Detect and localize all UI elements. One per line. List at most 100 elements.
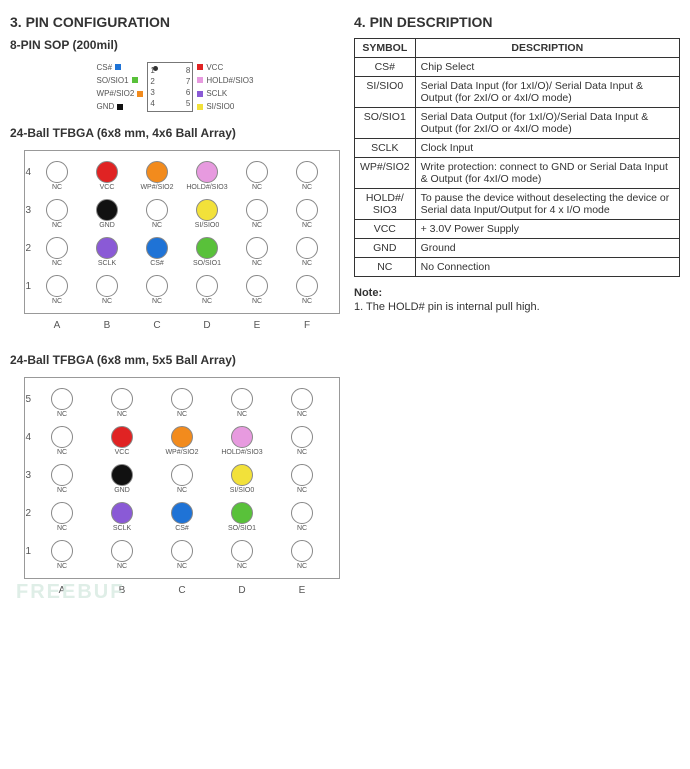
ball-label: NC (202, 298, 212, 305)
table-row: SO/SIO1Serial Data Output (for 1xI/O)/Se… (355, 108, 680, 139)
ball-icon (96, 199, 118, 221)
ball-icon (96, 161, 118, 183)
bga-ball: NC (33, 237, 81, 267)
bga-ball: NC (33, 161, 81, 191)
bga-ball: NC (273, 502, 331, 532)
ball-icon (146, 275, 168, 297)
sop-pin-number: 4 (150, 99, 154, 108)
bga-ball: NC (33, 275, 81, 305)
bga-ball: CS# (133, 237, 181, 267)
cell-desc: + 3.0V Power Supply (415, 220, 679, 239)
ball-icon (196, 199, 218, 221)
bga-ball: NC (33, 540, 91, 570)
bga-col-label: C (132, 320, 182, 331)
bga-row-label: 2 (21, 508, 31, 519)
ball-label: NC (57, 525, 67, 532)
bga-ball: NC (153, 388, 211, 418)
sop-pin-label: SO/SIO1 (97, 76, 129, 85)
section-title-pinconfig: 3. PIN CONFIGURATION (10, 14, 340, 30)
sop-pin-label: SI/SIO0 (206, 102, 234, 111)
bga-row-label: 2 (21, 243, 31, 254)
ball-icon (231, 540, 253, 562)
ball-label: NC (52, 298, 62, 305)
pin-color-icon (115, 64, 121, 70)
note-body: 1. The HOLD# pin is internal pull high. (354, 301, 680, 313)
ball-label: NC (297, 563, 307, 570)
table-row: HOLD#/SIO3To pause the device without de… (355, 189, 680, 220)
sop-pin-label: CS# (97, 63, 113, 72)
ball-label: NC (252, 298, 262, 305)
bga-ball: NC (273, 388, 331, 418)
cell-desc: To pause the device without deselecting … (415, 189, 679, 220)
ball-icon (231, 502, 253, 524)
ball-label: SI/SIO0 (230, 487, 255, 494)
sop-pin-label: VCC (206, 63, 223, 72)
bga-ball: NC (283, 161, 331, 191)
ball-icon (111, 388, 133, 410)
bga-col-label: A (32, 320, 82, 331)
pin-color-icon (137, 91, 143, 97)
ball-icon (46, 275, 68, 297)
ball-icon (111, 502, 133, 524)
bga-col-label: B (82, 320, 132, 331)
cell-symbol: VCC (355, 220, 416, 239)
bga-row-label: 4 (21, 432, 31, 443)
ball-label: GND (99, 222, 115, 229)
ball-icon (51, 540, 73, 562)
sop-diagram: CS#SO/SIO1WP#/SIO2GND 1234 8765 VCCHOLD#… (10, 62, 340, 112)
ball-label: NC (302, 260, 312, 267)
note-heading: Note: (354, 287, 680, 299)
bga-ball: HOLD#/SIO3 (183, 161, 231, 191)
sop-pin-label: HOLD#/SIO3 (206, 76, 253, 85)
ball-label: NC (252, 260, 262, 267)
ball-label: GND (114, 487, 130, 494)
bga-ball: VCC (83, 161, 131, 191)
bga-ball: WP#/SIO2 (133, 161, 181, 191)
bga-ball: CS# (153, 502, 211, 532)
ball-icon (51, 502, 73, 524)
bga-ball: SO/SIO1 (183, 237, 231, 267)
bga-row-label: 1 (21, 546, 31, 557)
cell-symbol: WP#/SIO2 (355, 158, 416, 189)
sop-title: 8-PIN SOP (200mil) (10, 38, 340, 52)
bga-col-label: E (232, 320, 282, 331)
bga-ball: NC (233, 275, 281, 305)
bga-row-label: 3 (21, 470, 31, 481)
ball-label: NC (297, 411, 307, 418)
bga-ball: NC (153, 540, 211, 570)
ball-icon (246, 237, 268, 259)
ball-icon (96, 275, 118, 297)
ball-icon (111, 464, 133, 486)
bga-ball: SI/SIO0 (183, 199, 231, 229)
cell-desc: Clock Input (415, 139, 679, 158)
sop-pin-number: 7 (186, 77, 190, 86)
bga-col-label: E (272, 585, 332, 596)
pin-description-table: SYMBOL DESCRIPTION CS#Chip SelectSI/SIO0… (354, 38, 680, 277)
col-symbol: SYMBOL (355, 39, 416, 58)
bga2-title: 24-Ball TFBGA (6x8 mm, 5x5 Ball Array) (10, 353, 340, 367)
ball-label: SCLK (113, 525, 131, 532)
ball-label: NC (52, 184, 62, 191)
bga-ball: NC (33, 464, 91, 494)
ball-label: NC (117, 563, 127, 570)
ball-icon (231, 464, 253, 486)
bga-ball: NC (33, 199, 81, 229)
bga-ball: NC (33, 426, 91, 456)
sop-pin-label: WP#/SIO2 (97, 89, 135, 98)
bga-row-label: 3 (21, 205, 31, 216)
bga-ball: NC (283, 199, 331, 229)
bga-ball: SCLK (93, 502, 151, 532)
cell-desc: Chip Select (415, 58, 679, 77)
ball-icon (246, 199, 268, 221)
bga-ball: NC (233, 161, 281, 191)
bga-row-label: 4 (21, 167, 31, 178)
cell-symbol: NC (355, 258, 416, 277)
bga-col-label: D (212, 585, 272, 596)
bga-col-label: D (182, 320, 232, 331)
bga-ball: NC (153, 464, 211, 494)
ball-icon (46, 237, 68, 259)
cell-symbol: HOLD#/SIO3 (355, 189, 416, 220)
bga-row-label: 5 (21, 394, 31, 405)
ball-label: NC (57, 487, 67, 494)
cell-desc: Write protection: connect to GND or Seri… (415, 158, 679, 189)
